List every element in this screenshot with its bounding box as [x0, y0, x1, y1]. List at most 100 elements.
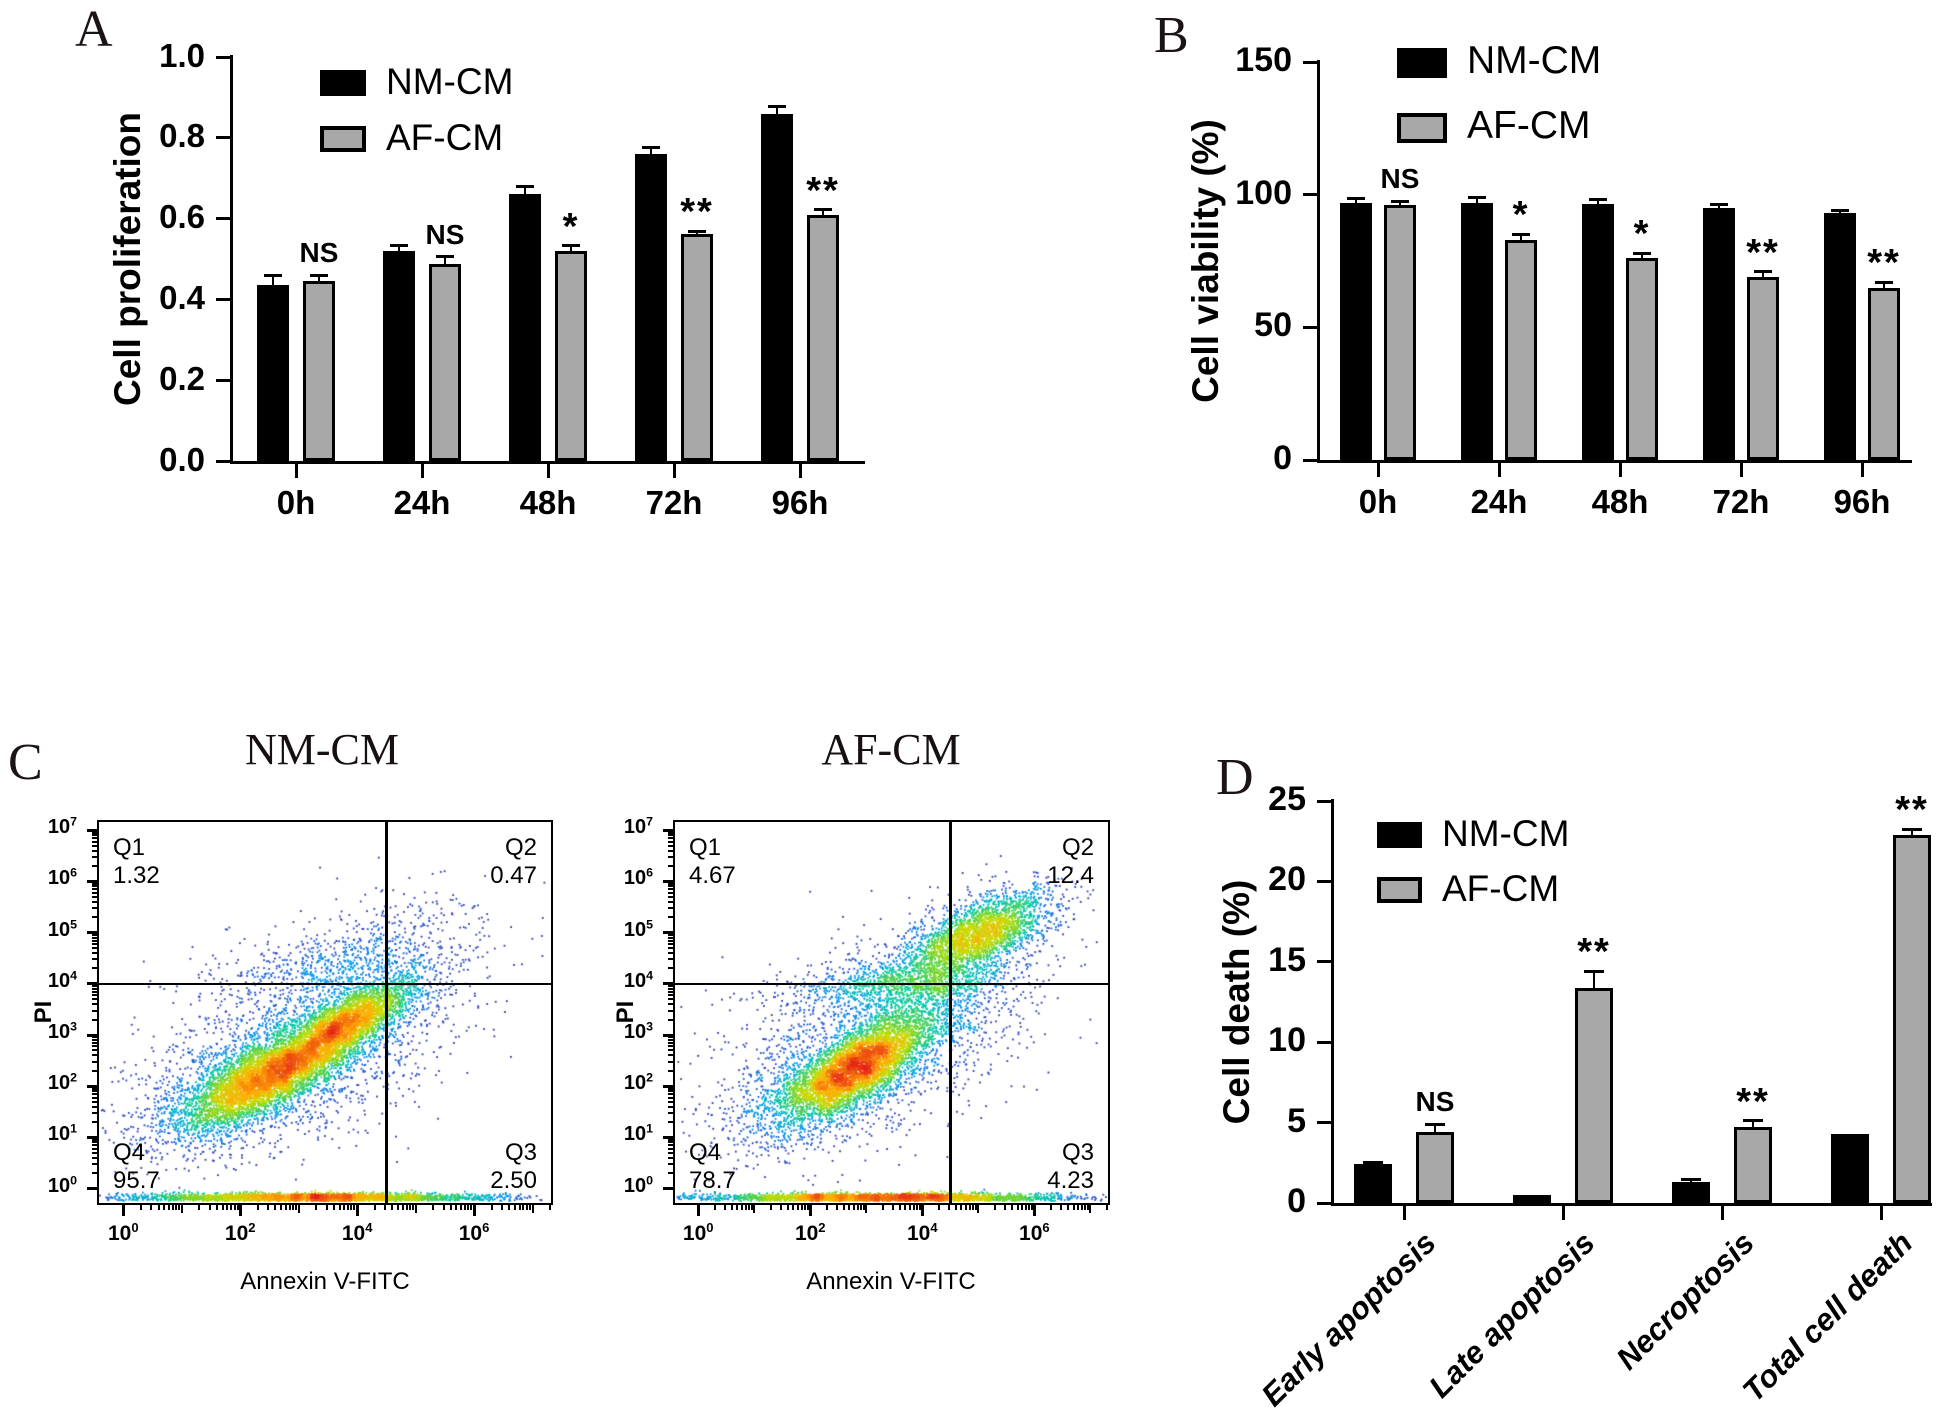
x-axis-tick: [221, 1205, 224, 1210]
y-tick-label: 150: [1235, 40, 1292, 79]
y-axis-tick: [87, 1033, 97, 1037]
error-bar-cap: [562, 244, 580, 248]
x-axis-tick: [332, 1205, 335, 1210]
y-axis-tick: [92, 1138, 97, 1141]
flow-nm-title: NM-CM: [244, 725, 400, 774]
y-tick: [216, 136, 230, 140]
x-axis-tick: [121, 1205, 125, 1216]
y-axis-tick: [92, 1151, 97, 1154]
x-axis-tick: [470, 1205, 473, 1210]
bar-af-cm: [1416, 1132, 1454, 1203]
x-axis-tick: [267, 1205, 270, 1210]
error-bar-whisker: [443, 256, 447, 266]
y-tick: [216, 297, 230, 301]
bar-nm-cm: [383, 250, 415, 461]
x-axis-tick: [518, 1205, 521, 1210]
x-axis-tick: [347, 1205, 350, 1210]
y-axis-tick: [668, 900, 673, 903]
y-axis-tick: [87, 1135, 97, 1139]
x-category-label: 24h: [393, 484, 451, 521]
y-tick: [1303, 60, 1317, 64]
x-tick: [1860, 463, 1864, 477]
error-bar-cap: [1902, 827, 1922, 831]
x-axis-tick: [1027, 1205, 1030, 1210]
x-axis-tick: [848, 1205, 851, 1210]
error-bar-cap: [310, 273, 328, 277]
quadrant-label-q3: Q3 2.50: [407, 1139, 537, 1195]
tick-label-base: 10: [623, 969, 647, 992]
x-axis-tick: [882, 1205, 885, 1210]
error-bar-whisker: [649, 147, 653, 155]
x-axis-tick: [786, 1205, 789, 1210]
bar-af-cm: [429, 264, 461, 461]
y-axis-tick: [663, 1084, 673, 1088]
y-axis-tick: [92, 891, 97, 894]
tick-label-exponent: 4: [365, 1220, 373, 1235]
bar-nm-cm: [635, 153, 667, 461]
y-tick: [216, 217, 230, 221]
x-category-label: 96h: [771, 484, 829, 521]
quadrant-text: Q2: [1061, 834, 1094, 861]
bar-nm-cm: [1354, 1164, 1392, 1203]
y-axis-tick: [92, 1054, 97, 1057]
significance-label: **: [806, 169, 840, 212]
significance-label: NS: [299, 237, 339, 269]
y-axis-tick: [663, 1135, 673, 1139]
error-bar-cap: [436, 255, 454, 259]
x-axis-tick: [856, 1205, 859, 1210]
quadrant-text: 2.50: [490, 1167, 537, 1194]
x-axis-line: [1317, 460, 1912, 463]
bar-nm-cm: [1461, 202, 1493, 460]
x-axis-tick: [549, 1205, 552, 1210]
tick-label-base: 10: [47, 1174, 71, 1197]
tick-label-exponent: 3: [646, 1019, 653, 1034]
x-axis-tick: [139, 1205, 142, 1210]
y-axis-tick: [668, 1144, 673, 1147]
y-tick: [1303, 325, 1317, 329]
y-axis-tick: [668, 1069, 673, 1072]
quadrant-label-q1: Q1 4.67: [689, 834, 736, 890]
y-axis-tick: [92, 856, 97, 858]
y-axis-tick: [668, 1060, 673, 1063]
x-tick-label: 102: [778, 1220, 842, 1246]
x-axis-tick: [842, 1205, 845, 1210]
x-axis-tick: [500, 1205, 503, 1210]
x-axis-tick: [525, 1205, 528, 1210]
y-axis-tick: [92, 1090, 97, 1093]
x-axis-tick: [226, 1205, 229, 1210]
x-category-label: 0h: [1358, 483, 1398, 520]
legend-label-af-cm: AF-CM: [1467, 104, 1591, 148]
legend-label-nm-cm: NM-CM: [386, 60, 514, 102]
y-axis-tick: [668, 1003, 673, 1006]
y-axis-tick: [92, 1105, 97, 1108]
quadrant-label-q2: Q2 0.47: [407, 834, 537, 890]
x-tick: [420, 464, 424, 478]
y-tick: [1303, 193, 1317, 197]
x-axis-tick: [865, 1205, 868, 1213]
y-axis-tick: [668, 936, 673, 939]
y-axis-tick: [87, 982, 97, 986]
bar-nm-cm: [1831, 1133, 1869, 1203]
tick-label-base: 10: [623, 1174, 647, 1197]
x-tick-label: 102: [208, 1221, 272, 1246]
x-axis-tick: [920, 1205, 924, 1216]
y-tick-label: 0.4: [159, 278, 205, 316]
x-axis-tick: [1011, 1205, 1014, 1210]
y-tick-label: 104: [25, 969, 77, 993]
tick-label-base: 10: [623, 816, 647, 839]
y-tick-label: 102: [25, 1071, 77, 1095]
x-axis-tick: [355, 1205, 359, 1216]
y-axis-tick: [668, 1172, 673, 1175]
quadrant-text: 4.67: [689, 862, 736, 889]
y-axis-tick: [92, 947, 97, 950]
x-category-label: 0h: [276, 484, 316, 521]
tick-label-exponent: 2: [818, 1220, 826, 1235]
x-axis-tick: [171, 1205, 174, 1210]
y-axis-tick: [92, 939, 97, 942]
x-axis-tick: [899, 1205, 902, 1210]
x-category-label-text: Total cell death: [1736, 1225, 1920, 1409]
legend-swatch-af-cm: [1377, 877, 1422, 903]
error-bar-whisker: [821, 209, 825, 216]
x-category-label-text: Early apoptosis: [1254, 1225, 1443, 1413]
x-axis-line: [230, 461, 865, 464]
